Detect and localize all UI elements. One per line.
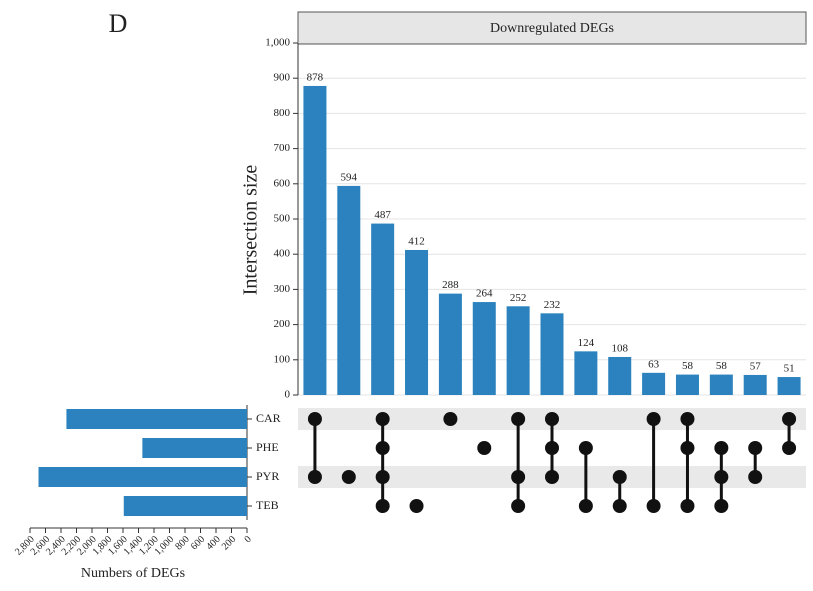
bar [303, 85, 327, 395]
y-tick-label: 1,000 [265, 37, 290, 49]
value-label: 412 [408, 236, 425, 248]
membership-dot [782, 441, 797, 455]
y-tick-label: 800 [274, 107, 291, 119]
membership-dot [646, 412, 661, 426]
set-bar [123, 496, 247, 516]
y-tick-label: 400 [274, 248, 291, 260]
bar [743, 374, 767, 395]
membership-dot [680, 412, 695, 426]
y-axis-title: Intersection size [240, 165, 262, 296]
membership-dot [748, 441, 763, 455]
value-label: 58 [716, 360, 728, 372]
x-axis-title: Numbers of DEGs [81, 566, 185, 581]
membership-dot [748, 470, 763, 484]
set-label: TEB [256, 498, 279, 512]
bar [777, 377, 801, 395]
y-tick-label: 300 [274, 283, 291, 295]
bar [438, 293, 462, 395]
membership-dot [375, 412, 390, 426]
value-label: 57 [750, 360, 762, 372]
membership-dot [375, 470, 390, 484]
bar [337, 185, 361, 395]
membership-dot [714, 441, 729, 455]
title-strip [297, 11, 807, 45]
y-tick-label: 500 [274, 213, 291, 225]
membership-dot [341, 470, 356, 484]
y-tick-label: 100 [274, 353, 291, 365]
bar [371, 223, 395, 395]
membership-dot [443, 412, 458, 426]
bar [608, 356, 632, 395]
membership-dot [782, 412, 797, 426]
value-label: 63 [648, 358, 660, 370]
membership-dot [307, 470, 322, 484]
y-tick-label: 200 [274, 318, 291, 330]
bar [506, 306, 530, 395]
membership-dot [612, 470, 627, 484]
set-label: CAR [256, 411, 281, 425]
membership-dot [646, 499, 661, 513]
membership-dot [545, 470, 559, 484]
value-label: 124 [578, 337, 595, 349]
set-bar [66, 409, 247, 429]
chart-title: Downregulated DEGs [490, 21, 614, 36]
y-tick-label: 900 [274, 72, 291, 84]
bar [472, 302, 496, 395]
value-label: 108 [611, 343, 628, 355]
value-label: 594 [341, 171, 358, 183]
membership-dot [477, 441, 492, 455]
membership-dot [375, 499, 390, 513]
y-tick-label: 700 [274, 142, 291, 154]
membership-dot [375, 441, 390, 455]
membership-dot [511, 470, 526, 484]
y-tick-label: 0 [285, 389, 291, 401]
value-label: 252 [510, 292, 527, 304]
panel-label: D [109, 9, 128, 38]
bar [405, 249, 429, 395]
membership-dot [612, 499, 627, 513]
membership-dot [578, 499, 593, 513]
value-label: 232 [544, 299, 561, 311]
bar [642, 372, 666, 395]
membership-dot [545, 412, 559, 426]
value-label: 264 [476, 288, 493, 300]
membership-dot [578, 441, 593, 455]
x-tick-label: 0 [242, 534, 253, 545]
set-bar [142, 438, 247, 458]
membership-dot [680, 499, 695, 513]
x-tick-label: 200 [220, 534, 238, 552]
value-label: 58 [682, 360, 694, 372]
membership-dot [714, 470, 729, 484]
set-label: PHE [256, 440, 279, 454]
bar [675, 374, 699, 395]
bar [540, 313, 564, 395]
y-tick-label: 600 [274, 177, 291, 189]
membership-dot [307, 412, 322, 426]
set-bar [38, 467, 248, 487]
bar [574, 351, 598, 395]
set-label: PYR [256, 469, 279, 483]
bar [709, 374, 733, 395]
membership-dot [511, 412, 526, 426]
value-label: 288 [442, 279, 459, 291]
membership-dot [511, 499, 526, 513]
membership-dot [680, 441, 695, 455]
value-label: 878 [307, 71, 324, 83]
value-label: 487 [374, 209, 391, 221]
membership-dot [545, 441, 559, 455]
membership-dot [714, 499, 729, 513]
membership-dot [409, 499, 424, 513]
value-label: 51 [784, 363, 795, 375]
